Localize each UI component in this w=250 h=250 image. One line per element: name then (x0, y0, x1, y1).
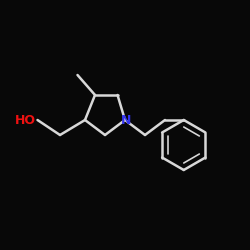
Text: HO: HO (15, 114, 36, 126)
Text: N: N (121, 114, 132, 126)
